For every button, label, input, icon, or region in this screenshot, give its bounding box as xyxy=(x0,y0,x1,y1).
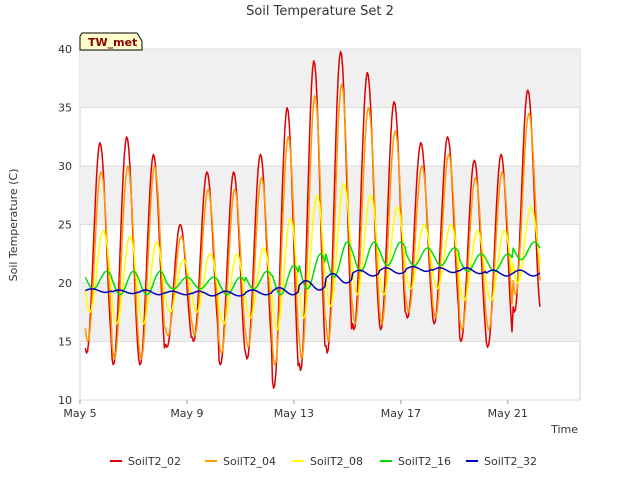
site-badge: TW_met xyxy=(79,32,143,51)
x-tick-label: May 5 xyxy=(63,407,96,420)
y-tick-label: 35 xyxy=(58,102,72,115)
y-tick-label: 30 xyxy=(58,160,72,173)
x-tick-label: May 9 xyxy=(170,407,203,420)
y-tick-label: 15 xyxy=(58,336,72,349)
x-tick-label: May 13 xyxy=(274,407,314,420)
y-tick-label: 20 xyxy=(58,277,72,290)
plot-band xyxy=(80,49,580,108)
legend-label: SoilT2_04 xyxy=(223,455,276,468)
y-tick-label: 25 xyxy=(58,219,72,232)
y-axis-label: Soil Temperature (C) xyxy=(7,169,20,282)
site-badge-label: TW_met xyxy=(88,36,137,49)
legend-label: SoilT2_02 xyxy=(128,455,181,468)
legend: SoilT2_02 SoilT2_04 SoilT2_08 SoilT2_16 Soil… xyxy=(110,455,537,468)
legend-label: SoilT2_08 xyxy=(310,455,363,468)
legend-label: SoilT2_32 xyxy=(484,455,537,468)
y-tick-label: 40 xyxy=(58,43,72,56)
y-tick-label: 10 xyxy=(58,394,72,407)
series-line-SoilT2_08 xyxy=(84,182,541,331)
series-line-SoilT2_32 xyxy=(85,265,541,297)
x-tick-label: May 21 xyxy=(488,407,528,420)
x-axis-label: Time xyxy=(550,423,578,436)
axes: 10 15 20 25 30 35 40 May 5 May 9 May 13 May 17 May … xyxy=(58,43,528,420)
series-layer xyxy=(84,50,541,389)
chart-title: Soil Temperature Set 2 xyxy=(246,4,394,19)
legend-label: SoilT2_16 xyxy=(398,455,451,468)
x-tick-label: May 17 xyxy=(381,407,421,420)
